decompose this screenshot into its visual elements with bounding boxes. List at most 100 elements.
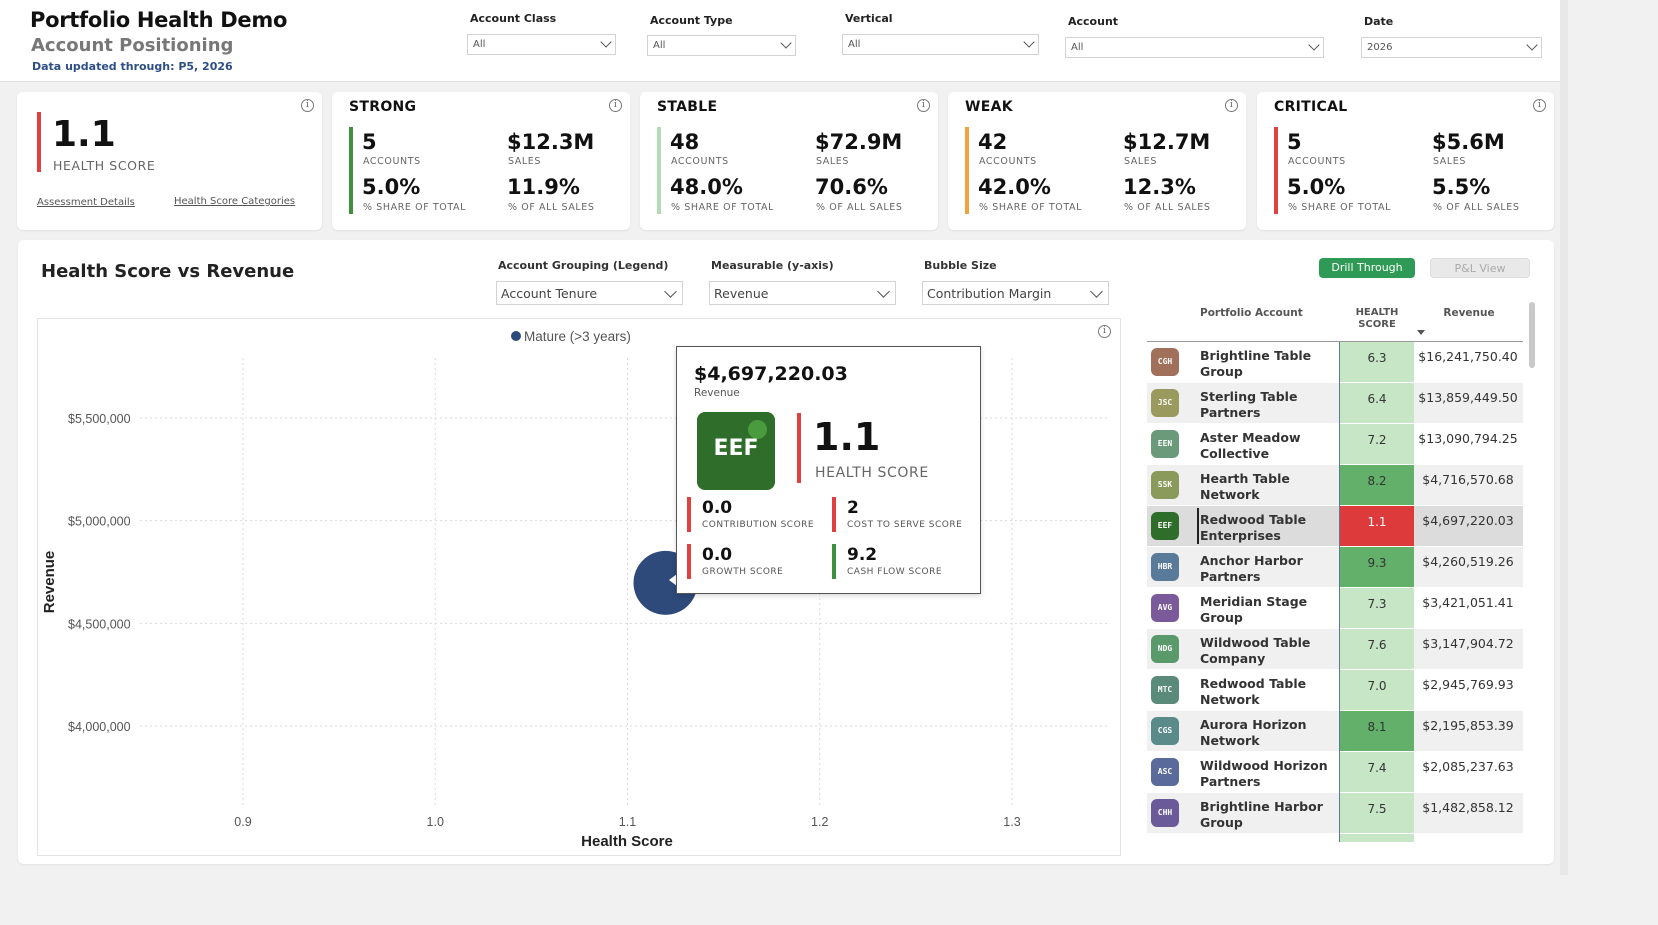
page-scrollbar[interactable]	[1560, 0, 1568, 875]
kpi-title: WEAK	[965, 99, 1013, 115]
account-name[interactable]: Wildwood Table Company	[1200, 635, 1310, 667]
account-logo-icon: SSK	[1151, 471, 1179, 499]
chart-info-icon[interactable]: i	[1098, 325, 1111, 338]
subscore-bar	[832, 497, 836, 532]
logo-text: EEF	[713, 436, 759, 461]
account-name[interactable]: Redwood Table Enterprises	[1200, 512, 1306, 544]
account-name[interactable]: Anchor Harbor Partners	[1200, 553, 1303, 585]
filter-value: All	[848, 39, 861, 50]
data-updated-note: Data updated through: P5, 2026	[32, 60, 233, 73]
kpi-share-label: % SHARE OF TOTAL	[979, 202, 1083, 213]
account-name-line2: Enterprises	[1200, 528, 1281, 543]
kpi-card-weak: WEAK 42 ACCOUNTS $12.7M SALES 42.0% % SHARE OF…	[948, 92, 1246, 230]
legend-grouping-select[interactable]: Account Tenure	[496, 281, 683, 305]
info-icon[interactable]: i	[301, 99, 314, 112]
kpi-sales-label: SALES	[816, 156, 850, 167]
selected-row-marker	[1197, 508, 1199, 544]
kpi-sales-value: $5.6M	[1432, 130, 1505, 154]
filter-account-type[interactable]: All	[647, 35, 796, 56]
table-row[interactable]	[1147, 793, 1523, 833]
bubble-size-select[interactable]: Contribution Margin	[922, 281, 1109, 305]
table-row[interactable]	[1147, 424, 1523, 464]
health-score-cell: 7.0	[1340, 670, 1414, 710]
x-axis-title: Health Score	[581, 833, 673, 850]
filter-vertical[interactable]: All	[842, 34, 1039, 55]
account-name[interactable]: Aurora Horizon Network	[1200, 717, 1307, 749]
revenue-cell: $4,697,220.03	[1422, 513, 1514, 528]
y-axis-measure-select[interactable]: Revenue	[709, 281, 896, 305]
kpi-pct-sales-value: 12.3%	[1123, 175, 1196, 199]
filter-account[interactable]: All	[1065, 37, 1324, 58]
drill-through-button[interactable]: Drill Through	[1319, 258, 1415, 278]
filter-account-class[interactable]: All	[467, 34, 616, 55]
account-name[interactable]: Brightline Table Group	[1200, 348, 1311, 380]
account-name[interactable]: Hearth Table Network	[1200, 471, 1290, 503]
account-name[interactable]: Aster Meadow Collective	[1200, 430, 1301, 462]
kpi-accounts-value: 48	[670, 130, 700, 154]
pl-view-button[interactable]: P&L View	[1430, 258, 1530, 278]
table-row[interactable]	[1147, 342, 1523, 382]
filter-date[interactable]: 2026	[1361, 37, 1542, 58]
health-score-label: HEALTH SCORE	[53, 158, 156, 173]
scatter-chart: $4,000,000 $4,500,000 $5,000,000 $5,500,000…	[41, 329, 1108, 850]
table-header-divider	[1147, 341, 1523, 342]
health-score-cell: 6.3	[1340, 342, 1414, 382]
account-logo-icon: MTC	[1151, 676, 1179, 704]
info-icon[interactable]: i	[609, 99, 622, 112]
col-header-health-score[interactable]: HEALTH SCORE	[1355, 307, 1399, 330]
table-row[interactable]	[1147, 752, 1523, 792]
account-name-line2: Company	[1200, 651, 1266, 666]
col-header-account[interactable]: Portfolio Account	[1200, 307, 1303, 319]
table-row[interactable]	[1147, 547, 1523, 587]
cash-flow-score-value: 9.2	[847, 545, 878, 565]
table-row[interactable]	[1147, 588, 1523, 628]
filter-label-vertical: Vertical	[845, 12, 893, 25]
account-name-line1: Brightline Harbor	[1200, 799, 1323, 814]
account-logo-icon: AVG	[1151, 594, 1179, 622]
kpi-share-label: % SHARE OF TOTAL	[671, 202, 775, 213]
account-name-line1: Sterling Table	[1200, 389, 1298, 404]
account-name-line2: Group	[1200, 364, 1243, 379]
revenue-cell: $3,421,051.41	[1422, 595, 1514, 610]
contribution-score-label: CONTRIBUTION SCORE	[702, 520, 815, 530]
table-scrollbar-thumb[interactable]	[1529, 302, 1535, 368]
table-row[interactable]	[1147, 670, 1523, 710]
account-name-line1: Meridian Stage	[1200, 594, 1308, 609]
account-name[interactable]: Meridian Stage Group	[1200, 594, 1307, 626]
score-color-bar	[37, 112, 41, 172]
y-axis-measure-label: Measurable (y-axis)	[711, 259, 834, 272]
revenue-cell: $3,147,904.72	[1422, 636, 1514, 651]
info-icon[interactable]: i	[1225, 99, 1238, 112]
kpi-pct-sales-label: % OF ALL SALES	[816, 202, 903, 213]
cost-to-serve-score-label: COST TO SERVE SCORE	[847, 520, 963, 530]
account-logo-icon: EEN	[1151, 430, 1179, 458]
account-name[interactable]: Brightline Harbor Group	[1200, 799, 1323, 831]
account-name-line2: Group	[1200, 815, 1243, 830]
filter-label-account-type: Account Type	[650, 14, 733, 27]
health-score-cell: 7.4	[1340, 752, 1414, 792]
bubble-size-label: Bubble Size	[924, 259, 997, 272]
account-logo-icon: JSC	[1151, 389, 1179, 417]
info-icon[interactable]: i	[917, 99, 930, 112]
assessment-details-link[interactable]: Assessment Details	[37, 197, 135, 208]
account-name-line2: Partners	[1200, 774, 1261, 789]
sort-desc-icon[interactable]	[1417, 330, 1425, 335]
table-row[interactable]	[1147, 383, 1523, 423]
account-name[interactable]: Redwood Table Network	[1200, 676, 1306, 708]
health-score-value: 1.1	[52, 114, 116, 155]
account-name[interactable]: Wildwood Horizon Partners	[1200, 758, 1328, 790]
col-header-revenue[interactable]: Revenue	[1443, 307, 1495, 319]
filter-value: 2026	[1367, 42, 1393, 53]
table-row[interactable]	[1147, 506, 1523, 546]
table-row[interactable]	[1147, 711, 1523, 751]
info-icon[interactable]: i	[1533, 99, 1546, 112]
account-name[interactable]: Sterling Table Partners	[1200, 389, 1297, 421]
table-row[interactable]	[1147, 629, 1523, 669]
partial-row	[1147, 834, 1523, 842]
tooltip-health-score: 1.1	[813, 415, 881, 459]
health-score-categories-link[interactable]: Health Score Categories	[174, 196, 296, 207]
health-score-cell: 9.3	[1340, 547, 1414, 587]
account-name-line1: Redwood Table	[1200, 512, 1307, 527]
y-tick-label: $5,500,000	[68, 412, 131, 426]
table-row[interactable]	[1147, 465, 1523, 505]
